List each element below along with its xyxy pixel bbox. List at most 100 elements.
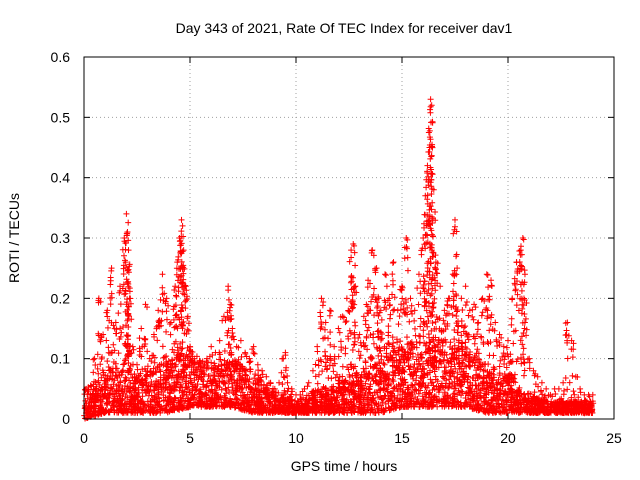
data-point: [505, 337, 511, 344]
data-point: [503, 380, 510, 387]
data-point: [97, 361, 104, 368]
data-point: [491, 374, 498, 381]
background-data-point: [241, 407, 248, 414]
background-data-point: [318, 402, 325, 409]
data-point: [167, 331, 174, 338]
data-point: [411, 369, 418, 376]
background-data-point: [456, 366, 463, 373]
background-data-point: [362, 365, 369, 372]
background-data-point: [86, 399, 93, 406]
background-data-point: [537, 407, 544, 414]
background-data-point: [431, 385, 438, 392]
data-point: [370, 291, 377, 298]
background-data-point: [490, 402, 497, 409]
y-tick-label: 0.4: [51, 170, 71, 186]
data-point: [376, 376, 383, 383]
data-point: [436, 325, 443, 332]
data-point: [450, 280, 457, 287]
data-point: [105, 344, 112, 351]
data-point: [507, 351, 514, 358]
data-point: [166, 321, 173, 328]
background-data-point: [478, 395, 485, 402]
data-point: [508, 386, 515, 393]
background-data-point: [107, 390, 114, 397]
data-point: [446, 381, 453, 388]
background-data-point: [410, 403, 417, 410]
data-point: [535, 383, 542, 390]
data-point: [343, 295, 350, 302]
background-data-point: [131, 406, 138, 413]
data-point: [249, 346, 256, 353]
data-point: [483, 379, 490, 386]
data-point: [420, 366, 427, 373]
data-point: [165, 302, 172, 309]
data-point: [258, 382, 265, 389]
data-point: [215, 394, 222, 401]
data-point: [420, 273, 427, 280]
data-point: [499, 353, 506, 360]
data-point: [411, 307, 418, 314]
background-data-point: [327, 395, 334, 402]
data-point: [520, 372, 527, 379]
data-point: [432, 376, 439, 383]
data-point: [267, 400, 274, 407]
data-point: [170, 306, 177, 313]
data-point: [517, 243, 524, 250]
data-point: [472, 304, 479, 311]
data-point: [434, 280, 441, 287]
background-data-point: [511, 408, 518, 415]
data-point: [327, 308, 334, 315]
background-data-point: [443, 399, 450, 406]
background-data-point: [431, 368, 438, 375]
data-point: [271, 401, 278, 408]
data-point: [342, 379, 349, 386]
data-point: [386, 371, 393, 378]
background-data-point: [390, 378, 397, 385]
data-point: [478, 296, 485, 303]
background-data-point: [387, 389, 394, 396]
background-data-point: [423, 384, 430, 391]
data-point: [365, 277, 372, 284]
data-point: [312, 373, 319, 380]
data-point: [105, 364, 112, 371]
data-point: [180, 276, 187, 283]
data-point: [216, 337, 223, 344]
data-point: [159, 308, 166, 315]
data-point: [518, 287, 525, 294]
data-point: [221, 392, 228, 399]
background-data-point: [434, 403, 441, 410]
data-point: [163, 353, 170, 360]
data-point: [498, 334, 505, 341]
data-point: [510, 340, 517, 347]
x-tick-label: 20: [500, 430, 516, 446]
data-point: [435, 336, 442, 343]
data-point: [289, 388, 296, 395]
data-point: [95, 299, 102, 306]
data-point: [411, 317, 418, 324]
data-point: [521, 296, 528, 303]
data-point: [432, 287, 439, 294]
data-point: [366, 280, 373, 287]
data-point: [428, 176, 435, 183]
background-data-point: [240, 393, 247, 400]
data-point: [389, 354, 396, 361]
data-point: [205, 373, 212, 380]
data-point: [241, 381, 248, 388]
data-point: [199, 376, 205, 383]
background-data-point: [479, 402, 486, 409]
background-data-point: [399, 387, 406, 394]
data-point: [385, 323, 392, 330]
data-point: [408, 302, 415, 309]
data-point: [432, 217, 439, 224]
data-point: [263, 390, 270, 397]
data-point: [424, 192, 431, 199]
data-point: [188, 368, 195, 375]
data-point: [408, 381, 415, 388]
background-data-point: [506, 407, 513, 414]
data-point: [422, 349, 429, 356]
data-point: [367, 307, 374, 314]
data-point: [560, 403, 567, 410]
data-point: [335, 353, 342, 360]
data-point: [301, 407, 308, 414]
background-data-point: [105, 394, 112, 401]
